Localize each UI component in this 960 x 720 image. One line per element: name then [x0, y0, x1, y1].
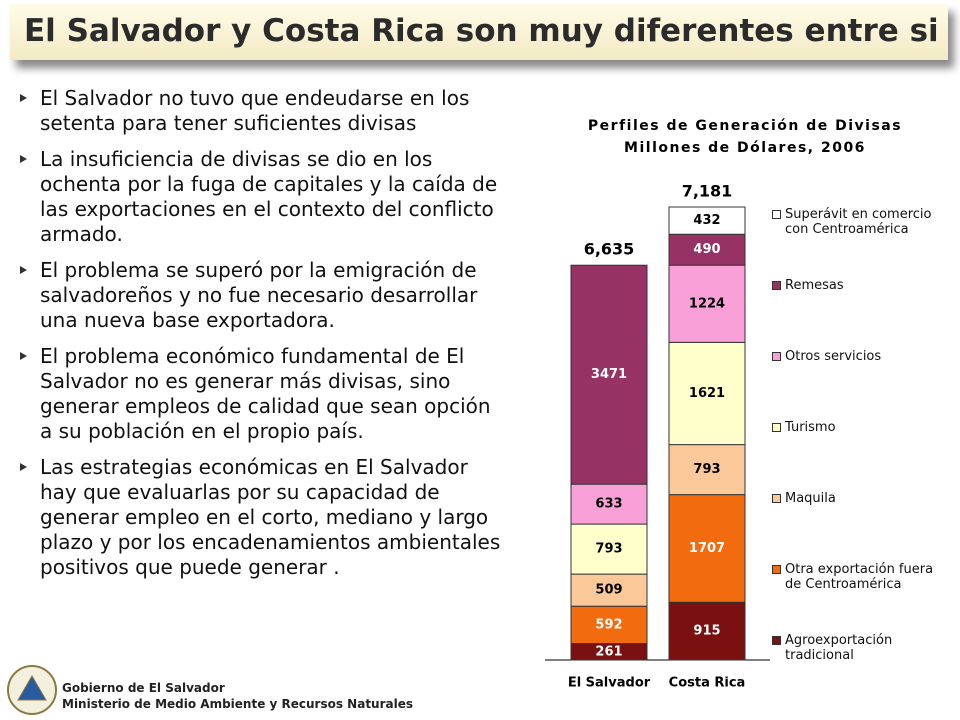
bullet: El Salvador no tuvo que endeudarse en lo… [18, 86, 508, 136]
bullet: El problema económico fundamental de El … [18, 344, 508, 444]
total-label: 7,181 [682, 182, 733, 201]
bar-segment [570, 605, 648, 645]
legend-item: Otros servicios [772, 349, 952, 364]
x-tick-label: El Salvador [568, 676, 651, 691]
value-label: 592 [595, 617, 622, 632]
legend-label: Superávit en comercio con Centroamérica [785, 207, 932, 237]
legend-item: Otra exportación fuera de Centroamérica [772, 562, 952, 592]
bar-segment [668, 601, 746, 661]
title-bar: El Salvador y Costa Rica son muy diferen… [10, 4, 948, 60]
legend-label: Maquila [785, 491, 836, 506]
bar-segment [668, 206, 746, 235]
value-label: 509 [595, 583, 622, 598]
legend-swatch [772, 281, 781, 290]
footer-line: Gobierno de El Salvador [62, 681, 225, 695]
bar-segment [668, 341, 746, 446]
value-label: 1224 [689, 296, 725, 311]
bullet-list: El Salvador no tuvo que endeudarse en lo… [18, 86, 508, 591]
legend-swatch [772, 636, 781, 645]
value-label: 793 [595, 542, 622, 557]
value-label: 793 [693, 462, 720, 477]
value-label: 1707 [689, 541, 725, 556]
legend-item: Maquila [772, 491, 952, 506]
legend-label: Agroexportación tradicional [785, 633, 893, 663]
value-label: 915 [693, 624, 720, 639]
legend-label: Remesas [785, 278, 844, 293]
bullet: Las estrategias económicas en El Salvado… [18, 455, 508, 580]
value-label: 3471 [591, 367, 627, 382]
slide-title: El Salvador y Costa Rica son muy diferen… [24, 13, 939, 49]
legend-swatch [772, 565, 781, 574]
value-label: 1621 [689, 386, 725, 401]
legend-label: Otros servicios [785, 349, 882, 364]
legend-swatch [772, 423, 781, 432]
total-label: 6,635 [584, 240, 635, 259]
bar-segment [668, 444, 746, 496]
bar-segment [570, 573, 648, 607]
value-label: 261 [595, 644, 622, 659]
bar-segment [570, 264, 648, 485]
logo [7, 665, 57, 715]
legend-label: Turismo [785, 420, 836, 435]
footer-line: Ministerio de Medio Ambiente y Recursos … [62, 697, 414, 711]
footer: Gobierno de El Salvador Ministerio de Me… [62, 680, 413, 712]
legend-swatch [772, 352, 781, 361]
bullet: La insuficiencia de divisas se dio en lo… [18, 147, 508, 247]
bar-segment [570, 523, 648, 575]
chart-title: Perfiles de Generación de Divisas [588, 118, 902, 134]
legend-swatch [772, 494, 781, 503]
legend-item: Superávit en comercio con Centroamérica [772, 207, 952, 237]
legend-label: Otra exportación fuera de Centroamérica [785, 562, 934, 592]
value-label: 432 [693, 213, 720, 228]
bar-segment [668, 264, 746, 343]
value-label: 633 [595, 497, 622, 512]
legend-item: Remesas [772, 278, 952, 293]
bullet: El problema se superó por la emigración … [18, 258, 508, 333]
chart-subtitle: Millones de Dólares, 2006 [624, 140, 866, 156]
bar-segment [668, 233, 746, 266]
bar-segment [570, 483, 648, 525]
value-label: 490 [693, 242, 720, 257]
legend-swatch [772, 210, 781, 219]
legend-item: Agroexportación tradicional [772, 633, 952, 663]
x-tick-label: Costa Rica [669, 676, 746, 691]
bar-segment [668, 494, 746, 603]
legend-item: Turismo [772, 420, 952, 435]
